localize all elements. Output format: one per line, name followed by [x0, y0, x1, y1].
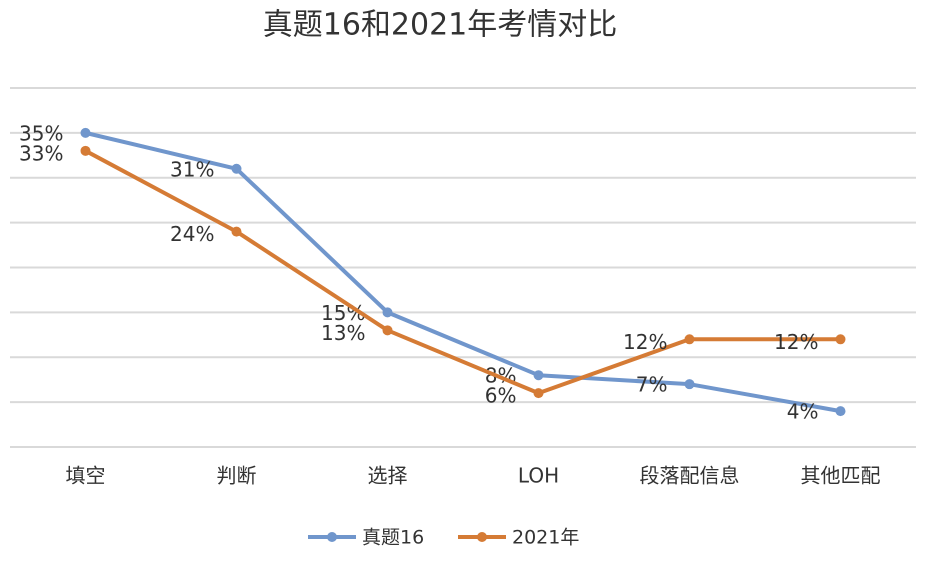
data-label: 6% — [485, 384, 517, 408]
x-tick-label: 其他匹配 — [801, 464, 881, 488]
legend-label: 真题16 — [362, 527, 424, 549]
data-label: 13% — [321, 321, 365, 345]
data-point — [231, 226, 242, 237]
data-point — [80, 145, 91, 156]
x-tick-label: LOH — [518, 464, 559, 488]
data-point — [231, 163, 242, 174]
data-point — [684, 379, 695, 390]
data-point — [382, 325, 393, 336]
series-line — [85, 130, 841, 414]
data-point — [835, 406, 846, 417]
data-label: 24% — [170, 222, 214, 246]
data-label: 12% — [774, 330, 818, 354]
data-point — [382, 307, 393, 318]
data-point — [835, 334, 846, 345]
legend-label: 2021年 — [512, 527, 579, 549]
data-label: 33% — [19, 141, 63, 165]
legend-marker — [477, 532, 487, 542]
data-point — [533, 370, 544, 381]
data-label: 31% — [170, 157, 214, 181]
chart-title: 真题16和2021年考情对比 — [263, 8, 618, 43]
data-label: 7% — [636, 373, 668, 397]
data-label: 4% — [787, 400, 819, 424]
legend-marker — [327, 532, 337, 542]
data-label: 12% — [623, 330, 667, 354]
data-point — [533, 388, 544, 399]
data-point — [684, 334, 695, 345]
x-tick-label: 段落配信息 — [640, 464, 740, 488]
x-tick-label: 填空 — [66, 464, 106, 488]
data-label: 35% — [19, 121, 63, 145]
x-tick-label: 选择 — [368, 464, 408, 488]
data-point — [80, 127, 91, 138]
x-tick-label: 判断 — [217, 464, 257, 488]
series-line — [84, 149, 841, 396]
